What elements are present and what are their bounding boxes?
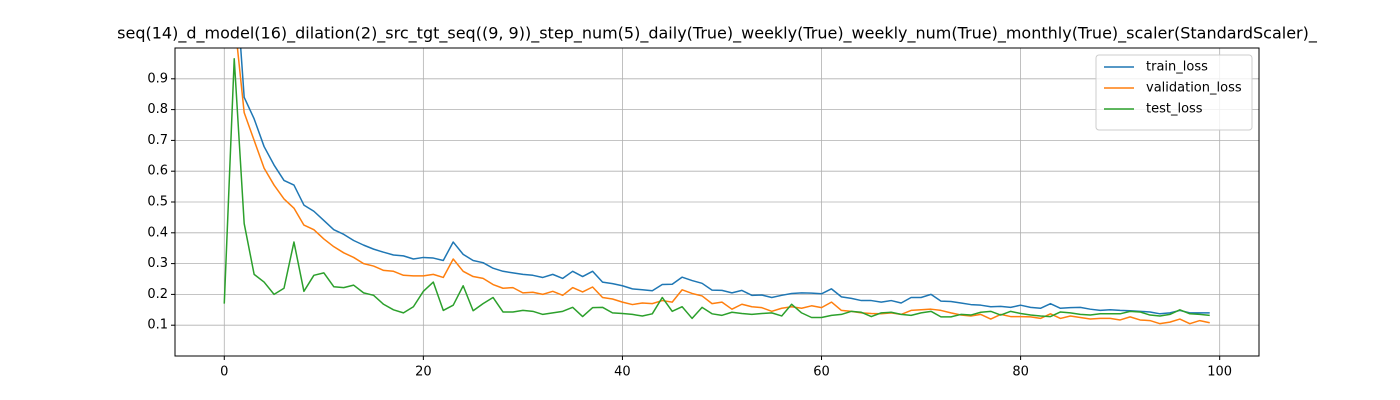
chart-title: seq(14)_d_model(16)_dilation(2)_src_tgt_… xyxy=(117,24,1318,44)
y-tick-label: 0.4 xyxy=(147,225,168,240)
y-tick-label: 0.1 xyxy=(147,318,168,333)
x-tick-label: 0 xyxy=(220,365,228,380)
y-tick-label: 0.9 xyxy=(147,71,168,86)
x-tick-label: 40 xyxy=(614,365,631,380)
x-tick-label: 100 xyxy=(1207,365,1232,380)
y-tick-label: 0.8 xyxy=(147,102,168,117)
legend-label: train_loss xyxy=(1146,60,1208,75)
x-tick-label: 60 xyxy=(813,365,830,380)
plot-area xyxy=(223,48,1210,325)
y-tick-label: 0.7 xyxy=(147,133,168,148)
grid xyxy=(175,48,1259,356)
y-tick-label: 0.3 xyxy=(147,256,168,271)
legend-box xyxy=(1095,54,1253,131)
y-tick-label: 0.5 xyxy=(147,195,168,210)
x-tick-label: 20 xyxy=(415,365,432,380)
y-tick-label: 0.6 xyxy=(147,164,168,179)
x-tick-label: 80 xyxy=(1012,365,1029,380)
legend-label: test_loss xyxy=(1146,102,1203,117)
y-tick-label: 0.2 xyxy=(147,287,168,302)
legend-label: validation_loss xyxy=(1146,81,1242,96)
line-series xyxy=(239,48,1210,315)
line-series xyxy=(223,58,1210,320)
